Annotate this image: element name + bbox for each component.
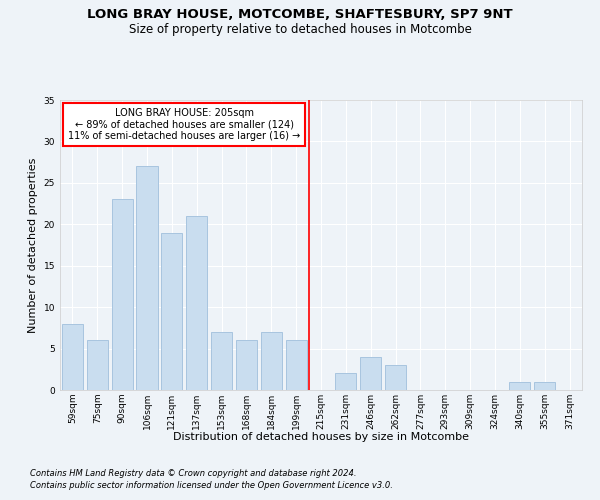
Bar [385,365,406,390]
Bar [186,216,207,390]
Text: LONG BRAY HOUSE: 205sqm
← 89% of detached houses are smaller (124)
11% of semi-d: LONG BRAY HOUSE: 205sqm ← 89% of detache… [68,108,301,142]
Text: Contains HM Land Registry data © Crown copyright and database right 2024.: Contains HM Land Registry data © Crown c… [30,468,356,477]
Bar [161,232,182,390]
Bar [87,340,108,390]
Bar [360,357,381,390]
Bar [261,332,282,390]
Bar [335,374,356,390]
Text: LONG BRAY HOUSE, MOTCOMBE, SHAFTESBURY, SP7 9NT: LONG BRAY HOUSE, MOTCOMBE, SHAFTESBURY, … [87,8,513,20]
Y-axis label: Number of detached properties: Number of detached properties [28,158,38,332]
Bar [62,324,83,390]
Bar [286,340,307,390]
Text: Contains public sector information licensed under the Open Government Licence v3: Contains public sector information licen… [30,481,393,490]
Bar [211,332,232,390]
Text: Distribution of detached houses by size in Motcombe: Distribution of detached houses by size … [173,432,469,442]
Text: Size of property relative to detached houses in Motcombe: Size of property relative to detached ho… [128,22,472,36]
Bar [112,200,133,390]
Bar [509,382,530,390]
Bar [136,166,158,390]
Bar [236,340,257,390]
Bar [534,382,555,390]
